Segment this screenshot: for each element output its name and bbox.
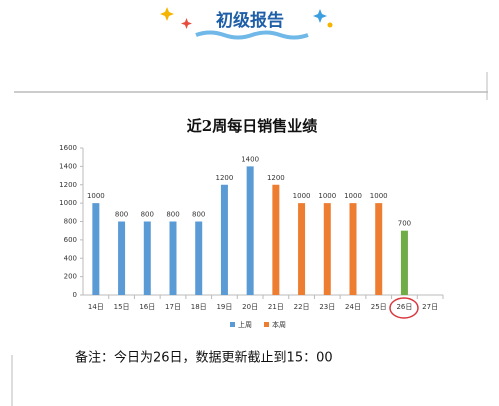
y-tick-label: 400 [64, 254, 77, 262]
x-tick-label: 23日 [319, 303, 335, 311]
data-label: 1000 [87, 192, 105, 200]
chart-title: 近2周每日销售业绩 [187, 117, 317, 135]
x-tick-label: 25日 [371, 303, 387, 311]
data-label: 1200 [267, 174, 285, 182]
data-label: 1000 [370, 192, 388, 200]
note: 备注：今日为26日，数据更新截止到15：00 [75, 350, 333, 366]
bar [298, 203, 306, 295]
x-tick-label: 15日 [114, 303, 130, 311]
x-tick-label: 19日 [216, 303, 232, 311]
bar [246, 166, 254, 295]
data-label: 800 [166, 211, 179, 219]
bar [400, 230, 408, 295]
x-tick-label: 24日 [345, 303, 361, 311]
data-label: 1000 [318, 192, 336, 200]
x-tick-label: 20日 [242, 303, 258, 311]
bar [349, 203, 357, 295]
data-label: 700 [398, 220, 411, 228]
legend-swatch [230, 322, 235, 327]
data-label: 1000 [293, 192, 311, 200]
x-tick-label: 26日 [396, 303, 412, 311]
y-tick-label: 1600 [59, 144, 77, 152]
legend-swatch [264, 322, 269, 327]
y-tick-label: 200 [64, 273, 77, 281]
highlight-circle [389, 297, 419, 319]
legend-label: 上周 [238, 320, 252, 329]
bar [195, 221, 203, 295]
title-underline [195, 30, 309, 40]
y-tick-label: 1400 [59, 162, 77, 170]
legend-label: 本周 [272, 320, 286, 329]
data-label: 800 [192, 211, 205, 219]
x-tick-label: 18日 [191, 303, 207, 311]
bar [220, 184, 228, 295]
y-tick-label: 1200 [59, 181, 77, 189]
bar [272, 184, 280, 295]
bar [118, 221, 126, 295]
data-label: 1400 [241, 155, 259, 163]
data-label: 800 [141, 211, 154, 219]
x-tick-label: 27日 [422, 303, 438, 311]
header-title: 初级报告 [216, 10, 284, 31]
bar [323, 203, 331, 295]
sparkle [160, 7, 174, 21]
x-tick-label: 14日 [88, 303, 104, 311]
sparkle [181, 18, 192, 29]
bar [143, 221, 151, 295]
y-tick-label: 1000 [59, 199, 77, 207]
data-label: 1200 [216, 174, 234, 182]
x-tick-label: 22日 [294, 303, 310, 311]
y-tick-label: 800 [64, 218, 77, 226]
x-tick-label: 17日 [165, 303, 181, 311]
y-tick-label: 0 [73, 291, 77, 299]
y-tick-label: 600 [64, 236, 77, 244]
data-label: 800 [115, 211, 128, 219]
x-tick-label: 21日 [268, 303, 284, 311]
bar [375, 203, 383, 295]
bar [92, 203, 100, 295]
x-tick-label: 16日 [139, 303, 155, 311]
data-label: 1000 [344, 192, 362, 200]
sparkle [327, 22, 333, 28]
bar [169, 221, 177, 295]
sparkle [313, 9, 327, 23]
